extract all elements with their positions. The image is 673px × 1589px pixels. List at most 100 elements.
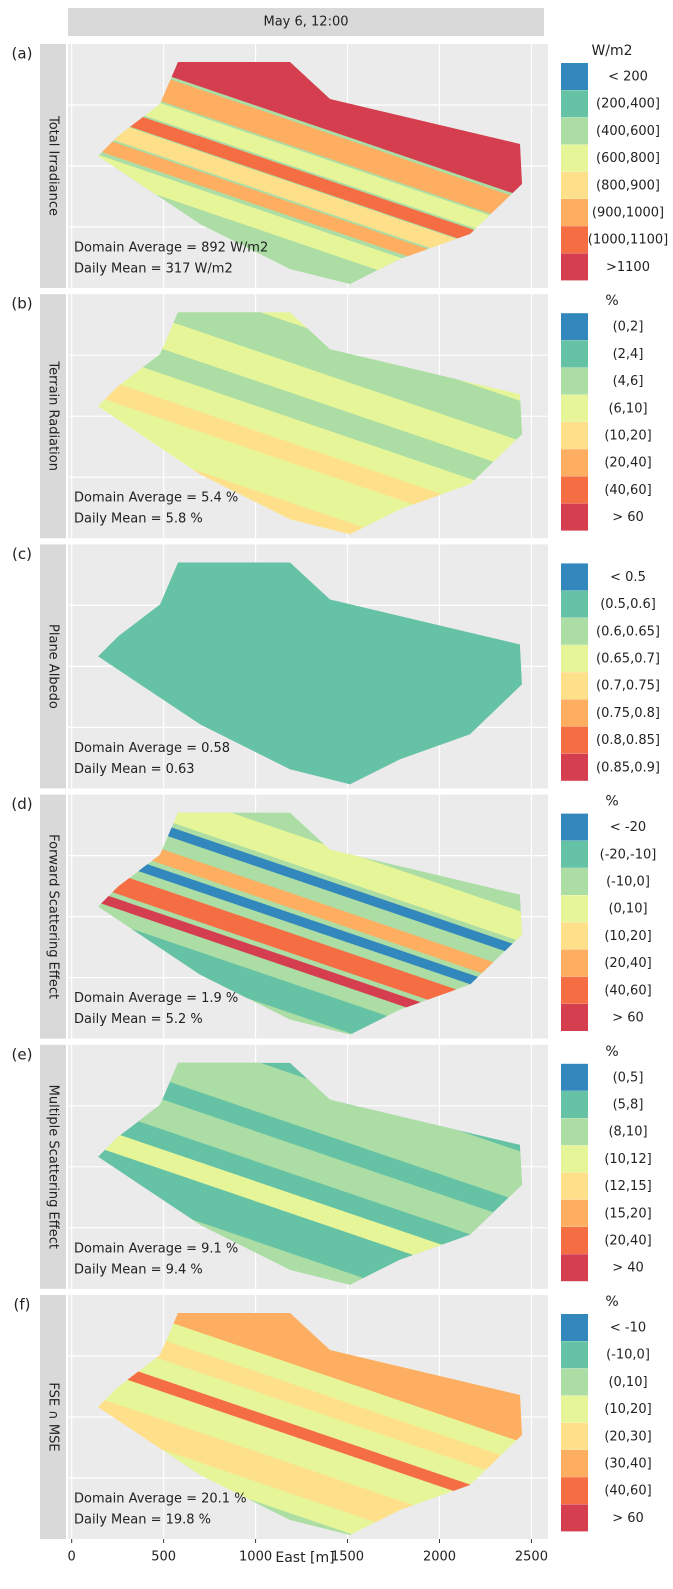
legend-label: > 40 bbox=[612, 1261, 644, 1276]
legend-title: W/m2 bbox=[591, 43, 632, 59]
legend-key bbox=[561, 1118, 588, 1145]
legend-label: (10,20] bbox=[604, 429, 651, 444]
legend-label: (8,10] bbox=[608, 1125, 647, 1140]
legend-key bbox=[561, 950, 588, 977]
legend-label: (20,40] bbox=[604, 956, 651, 971]
legend-label: (800,900] bbox=[596, 178, 660, 193]
legend-key bbox=[561, 253, 588, 280]
legend-label: (40,60] bbox=[604, 983, 651, 998]
annotation: Daily Mean = 9.4 % bbox=[74, 1262, 203, 1277]
legend-key bbox=[561, 754, 588, 781]
legend-label: (6,10] bbox=[608, 401, 647, 416]
legend-label: > 60 bbox=[612, 1511, 644, 1526]
legend-key bbox=[561, 1477, 588, 1504]
legend-label: (0.6,0.65] bbox=[596, 624, 660, 639]
legend-title: % bbox=[605, 1294, 618, 1310]
facet-label: Forward Scattering Effect bbox=[46, 834, 61, 999]
legend-key bbox=[561, 63, 588, 90]
legend-key bbox=[561, 895, 588, 922]
legend-label: (0.85,0.9] bbox=[596, 760, 660, 775]
x-tick-label: 2500 bbox=[515, 1550, 548, 1565]
legend-title: % bbox=[605, 1044, 618, 1060]
legend-label: (0.75,0.8] bbox=[596, 706, 660, 721]
legend-label: < 200 bbox=[608, 70, 648, 85]
legend-key bbox=[561, 1254, 588, 1281]
legend-label: (0.5,0.6] bbox=[600, 597, 656, 612]
annotation: Domain Average = 9.1 % bbox=[74, 1241, 238, 1256]
legend-label: (2,4] bbox=[613, 347, 644, 362]
legend-label: > 60 bbox=[612, 510, 644, 525]
legend-label: (1000,1100] bbox=[588, 233, 668, 248]
legend-key bbox=[561, 1173, 588, 1200]
legend-key bbox=[561, 1423, 588, 1450]
legend-label: < -10 bbox=[610, 1321, 646, 1336]
legend-key bbox=[561, 1004, 588, 1031]
panel-tag: (c) bbox=[12, 545, 32, 563]
legend-key bbox=[561, 1227, 588, 1254]
annotation: Daily Mean = 317 W/m2 bbox=[74, 262, 233, 277]
legend-key bbox=[561, 199, 588, 226]
figure: May 6, 12:00 East [m] Total Irradiance(a… bbox=[0, 0, 673, 1589]
legend-key bbox=[561, 422, 588, 449]
x-tick-label: 500 bbox=[151, 1550, 176, 1565]
annotation: Domain Average = 20.1 % bbox=[74, 1492, 247, 1507]
legend-label: (5,8] bbox=[613, 1098, 644, 1113]
legend-key bbox=[561, 1064, 588, 1091]
legend-key bbox=[561, 145, 588, 172]
legend-key bbox=[561, 1200, 588, 1227]
legend-key bbox=[561, 368, 588, 395]
legend-key bbox=[561, 504, 588, 531]
annotation: Domain Average = 0.58 bbox=[74, 741, 230, 756]
legend-label: < 0.5 bbox=[610, 570, 646, 585]
legend-label: (40,60] bbox=[604, 483, 651, 498]
legend-title: % bbox=[605, 794, 618, 810]
facet-label: FSE ∩ MSE bbox=[46, 1382, 61, 1451]
legend-key bbox=[561, 672, 588, 699]
legend-key bbox=[561, 1368, 588, 1395]
legend-key bbox=[561, 1396, 588, 1423]
legend-label: < -20 bbox=[610, 820, 646, 835]
legend-key bbox=[561, 449, 588, 476]
facet-label: Plane Albedo bbox=[46, 624, 61, 709]
legend-label: (-10,0] bbox=[606, 875, 650, 890]
legend-key bbox=[561, 313, 588, 340]
legend-key bbox=[561, 645, 588, 672]
annotation: Domain Average = 1.9 % bbox=[74, 991, 238, 1006]
legend-key bbox=[561, 618, 588, 645]
legend-key bbox=[561, 1314, 588, 1341]
annotation: Daily Mean = 5.2 % bbox=[74, 1012, 203, 1027]
legend-label: (200,400] bbox=[596, 97, 660, 112]
x-tick-label: 1500 bbox=[331, 1550, 364, 1565]
legend-key bbox=[561, 1504, 588, 1531]
legend-key bbox=[561, 117, 588, 144]
annotation: Daily Mean = 0.63 bbox=[74, 762, 195, 777]
legend-label: (600,800] bbox=[596, 151, 660, 166]
legend-key bbox=[561, 1145, 588, 1172]
legend-label: (0.65,0.7] bbox=[596, 652, 660, 667]
facet-label: Multiple Scattering Effect bbox=[46, 1085, 61, 1249]
panel-tag: (a) bbox=[12, 45, 33, 63]
legend-label: (15,20] bbox=[604, 1206, 651, 1221]
legend-key bbox=[561, 977, 588, 1004]
facet-label: Total Irradiance bbox=[46, 115, 61, 216]
legend-label: (40,60] bbox=[604, 1484, 651, 1499]
legend-key bbox=[561, 727, 588, 754]
legend-key bbox=[561, 226, 588, 253]
legend-label: (20,40] bbox=[604, 456, 651, 471]
legend-key bbox=[561, 172, 588, 199]
legend-label: (20,30] bbox=[604, 1429, 651, 1444]
legend-label: (0,5] bbox=[613, 1070, 644, 1085]
legend-label: (-20,-10] bbox=[600, 847, 657, 862]
legend-key bbox=[561, 922, 588, 949]
legend-key bbox=[561, 814, 588, 841]
legend-key bbox=[561, 591, 588, 618]
x-axis-title: East [m] bbox=[275, 1550, 334, 1566]
legend-label: (10,20] bbox=[604, 929, 651, 944]
legend-key bbox=[561, 1450, 588, 1477]
legend-key bbox=[561, 395, 588, 422]
legend-label: (0,10] bbox=[608, 1375, 647, 1390]
legend-label: (30,40] bbox=[604, 1457, 651, 1472]
legend-key bbox=[561, 90, 588, 117]
legend-label: (0,10] bbox=[608, 902, 647, 917]
annotation: Domain Average = 892 W/m2 bbox=[74, 241, 268, 256]
